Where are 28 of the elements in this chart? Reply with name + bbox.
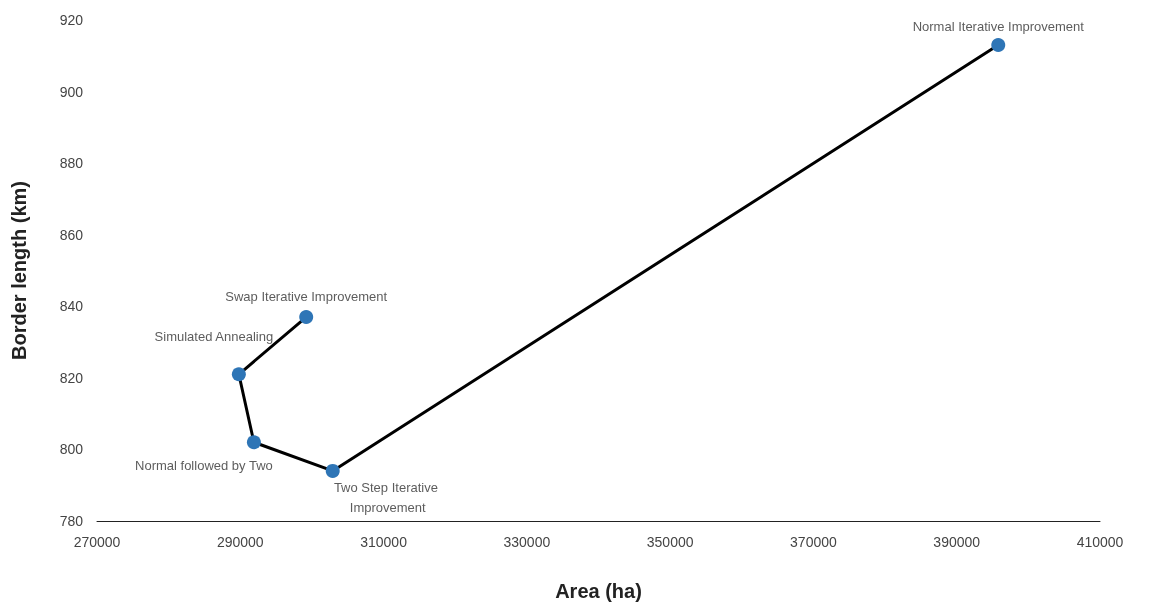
annotation: Simulated Annealing: [154, 328, 274, 344]
x-tick-label: 390000: [933, 534, 981, 550]
x-tick-label: 350000: [646, 534, 694, 550]
y-tick-label: 880: [59, 155, 84, 172]
annotation: Two Step Iterative Improvement: [333, 480, 442, 516]
y-tick-label: 860: [59, 226, 84, 243]
point: [325, 463, 340, 478]
y-tick-label: 900: [59, 83, 84, 100]
y-tick-label: 800: [59, 441, 84, 458]
point: [299, 310, 314, 325]
x-tick-label: 330000: [503, 534, 551, 550]
y-tick-label: 820: [59, 369, 84, 386]
point: [246, 435, 261, 450]
y-tick-label: 920: [59, 12, 84, 28]
x-tick-label: 370000: [790, 534, 837, 550]
annotation: Normal followed by Two: [135, 457, 273, 473]
point: [231, 367, 246, 382]
y-axis-title: Border length (km): [8, 181, 30, 360]
x-tick-label: 410000: [1076, 534, 1124, 550]
point: [991, 38, 1006, 53]
annotation: Normal Iterative Improvement: [912, 18, 1085, 34]
x-tick-label: 270000: [73, 534, 121, 550]
annotation: Swap Iterative Improvement: [225, 288, 388, 304]
y-tick-label: 840: [59, 298, 84, 315]
x-tick-label: 310000: [360, 534, 408, 550]
x-axis-title: Area (ha): [555, 580, 642, 602]
y-tick-label: 780: [59, 513, 84, 529]
x-tick-label: 290000: [216, 534, 264, 550]
